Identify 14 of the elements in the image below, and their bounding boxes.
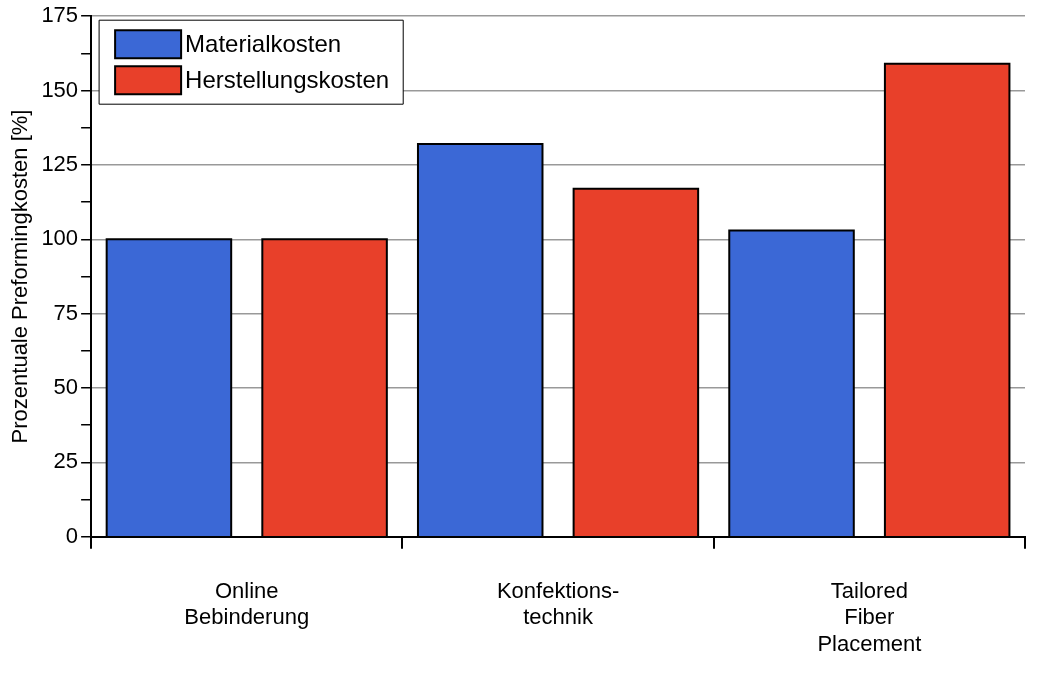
y-tick-label: 100	[41, 225, 79, 251]
y-tick-label: 150	[41, 76, 79, 102]
y-tick-label: 0	[65, 522, 79, 548]
y-tick-label: 50	[53, 374, 79, 400]
y-tick-label: 125	[41, 151, 79, 177]
y-tick-label: 75	[53, 299, 79, 325]
y-tick-label: 175	[41, 2, 79, 28]
y-axis-title: Prozentuale Preformingkosten [%]	[7, 109, 33, 444]
legend-label: Herstellungskosten	[185, 65, 390, 93]
legend-label: Materialkosten	[185, 29, 342, 57]
x-tick-label: Online Bebinderung	[184, 578, 310, 630]
y-tick-label: 25	[53, 448, 79, 474]
x-tick-label: Konfektions- technik	[496, 578, 620, 630]
x-tick-label: Tailored Fiber Placement	[817, 578, 922, 656]
